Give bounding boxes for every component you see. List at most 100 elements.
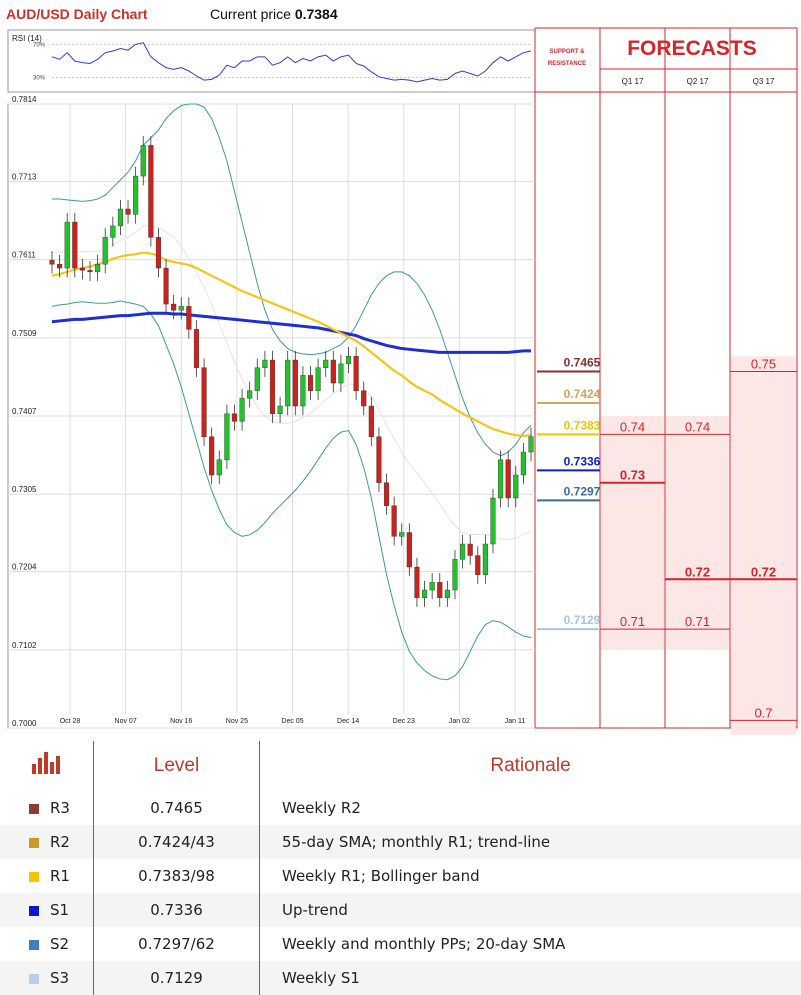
candle-up <box>133 175 139 215</box>
candle-down <box>171 303 177 311</box>
current-price-label: Current price <box>210 6 291 22</box>
x-tick-label: Nov 07 <box>115 718 137 725</box>
y-tick-label: 0.7305 <box>12 485 37 494</box>
level-rationale: 55-day SMA; monthly R1; trend-line <box>259 825 801 859</box>
level-name-cell: S2 <box>0 927 94 961</box>
candle-down <box>376 436 382 483</box>
candle-up <box>528 436 534 453</box>
candle-down <box>353 356 359 391</box>
candle-up <box>338 363 344 384</box>
levels-table: Level Rationale R3 0.7465 Weekly R2 R2 0.742… <box>0 741 801 995</box>
candle-up <box>482 543 488 575</box>
levels-header-level: Level <box>93 741 260 791</box>
level-name: R3 <box>50 799 70 817</box>
quarter-label: Q1 17 <box>622 77 644 86</box>
y-tick-label: 0.7509 <box>12 329 37 338</box>
forecasts-title: FORECASTS <box>627 37 757 60</box>
x-tick-label: Jan 11 <box>505 718 526 725</box>
level-rationale: Weekly R2 <box>259 791 801 825</box>
level-name: R1 <box>50 867 70 885</box>
levels-row: S3 0.7129 Weekly S1 <box>0 961 801 995</box>
level-value: 0.7336 <box>93 893 260 927</box>
forecast-value: 0.74 <box>685 419 710 434</box>
candle-down <box>307 375 314 391</box>
candle-up <box>452 559 458 591</box>
level-color-swatch <box>29 838 39 848</box>
level-name: S3 <box>50 969 70 987</box>
levels-row: R2 0.7424/43 55-day SMA; monthly R1; trend… <box>0 825 801 859</box>
forecast-value: 0.73 <box>620 468 645 483</box>
x-tick-label: Dec 23 <box>393 718 415 725</box>
level-rationale: Weekly R1; Bollinger band <box>259 859 801 893</box>
level-rationale: Weekly S1 <box>259 961 801 995</box>
level-name: R2 <box>50 833 70 851</box>
forecast-value: 0.72 <box>751 564 776 579</box>
level-color-swatch <box>29 906 39 916</box>
y-tick-label: 0.7102 <box>12 641 37 650</box>
candle-down <box>163 267 169 305</box>
bollinger-lower-line <box>51 300 532 681</box>
quarter-label: Q2 17 <box>687 77 709 86</box>
candle-down <box>79 267 85 271</box>
sr-value: 0.7336 <box>564 454 601 468</box>
candle-up <box>490 497 496 545</box>
candle-up <box>110 225 116 238</box>
level-rationale: Up-trend <box>259 893 801 927</box>
candle-down <box>414 566 420 598</box>
candle-down <box>231 413 238 422</box>
bollinger-upper-line <box>52 103 532 457</box>
level-value: 0.7129 <box>93 961 260 995</box>
current-price: Current price 0.7384 <box>210 6 338 22</box>
candle-up <box>95 264 101 273</box>
candle-up <box>429 582 435 591</box>
levels-row: S1 0.7336 Up-trend <box>0 893 801 927</box>
sma-200-line <box>51 311 531 354</box>
levels-header-row: Level Rationale <box>0 741 801 791</box>
level-value: 0.7383/98 <box>93 859 260 893</box>
candle-down <box>209 436 215 476</box>
level-name-cell: R3 <box>0 791 94 825</box>
candle-down <box>155 237 162 269</box>
sma-20-line <box>51 225 532 540</box>
rsi-frame <box>7 29 536 93</box>
candle-up <box>323 359 329 368</box>
sr-value: 0.7465 <box>564 356 601 370</box>
candle-down <box>125 208 131 215</box>
chart-title: AUD/USD Daily Chart <box>6 6 148 22</box>
candle-up <box>285 359 291 407</box>
level-name-cell: S3 <box>0 961 94 995</box>
candle-up <box>399 532 405 537</box>
candle-up <box>421 589 428 598</box>
level-name: S1 <box>50 901 70 919</box>
y-tick-label: 0.7407 <box>12 407 37 416</box>
x-tick-label: Nov 25 <box>226 718 248 725</box>
levels-header-rationale: Rationale <box>490 755 571 776</box>
forecast-value: 0.71 <box>685 614 710 629</box>
y-tick-label: 0.7204 <box>12 563 37 572</box>
forecast-value: 0.72 <box>685 564 710 579</box>
level-color-swatch <box>29 940 39 950</box>
forecast-range-band <box>666 416 729 650</box>
bar-chart-icon <box>31 752 60 774</box>
candle-up <box>178 306 184 311</box>
sr-header: RESISTANCE <box>548 61 586 67</box>
level-name: S2 <box>50 935 70 953</box>
forecast-value: 0.75 <box>751 357 776 372</box>
forecast-range-band <box>731 356 796 735</box>
candle-up <box>345 356 352 365</box>
forecast-range-band <box>601 416 664 650</box>
candle-down <box>148 145 154 238</box>
x-tick-label: Nov 16 <box>170 718 192 725</box>
candle-up <box>520 451 526 476</box>
y-tick-label: 0.7000 <box>12 719 37 728</box>
candle-down <box>57 264 63 269</box>
candle-down <box>505 459 511 499</box>
forecast-panel: FORECASTS Q1 17 0.74 0.73 0.71 Q2 17 0.74 0.72 0… <box>600 37 797 735</box>
candle-up <box>102 237 108 265</box>
candle-up <box>216 459 222 476</box>
candle-down <box>391 505 397 537</box>
levels-body: R3 0.7465 Weekly R2 R2 0.7424/43 55-day SMA; … <box>0 791 801 995</box>
sr-value: 0.7383 <box>564 418 601 432</box>
candle-up <box>117 208 123 227</box>
rsi-level-label: 70% <box>33 42 46 48</box>
